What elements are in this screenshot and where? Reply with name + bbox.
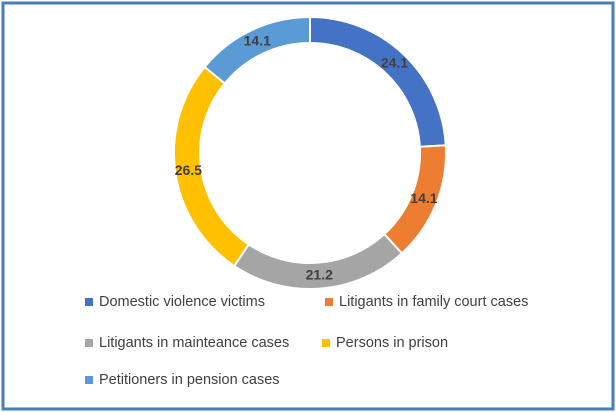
legend-label: Litigants in mainteance cases [99, 335, 289, 351]
legend-label: Litigants in family court cases [339, 294, 528, 310]
data-label: 14.1 [410, 190, 437, 206]
legend-swatch [322, 339, 330, 347]
legend-swatch [85, 376, 93, 384]
legend-swatch [85, 339, 93, 347]
legend-swatch [85, 298, 93, 306]
data-label: 14.1 [244, 33, 271, 49]
legend-label: Petitioners in pension cases [99, 372, 280, 388]
data-label: 21.2 [306, 266, 333, 282]
donut-slice [203, 15, 311, 85]
legend-swatch [325, 298, 333, 306]
legend-label: Domestic violence victims [99, 294, 265, 310]
data-label: 26.5 [175, 162, 202, 178]
legend-label: Persons in prison [336, 335, 448, 351]
data-label: 24.1 [381, 54, 408, 70]
